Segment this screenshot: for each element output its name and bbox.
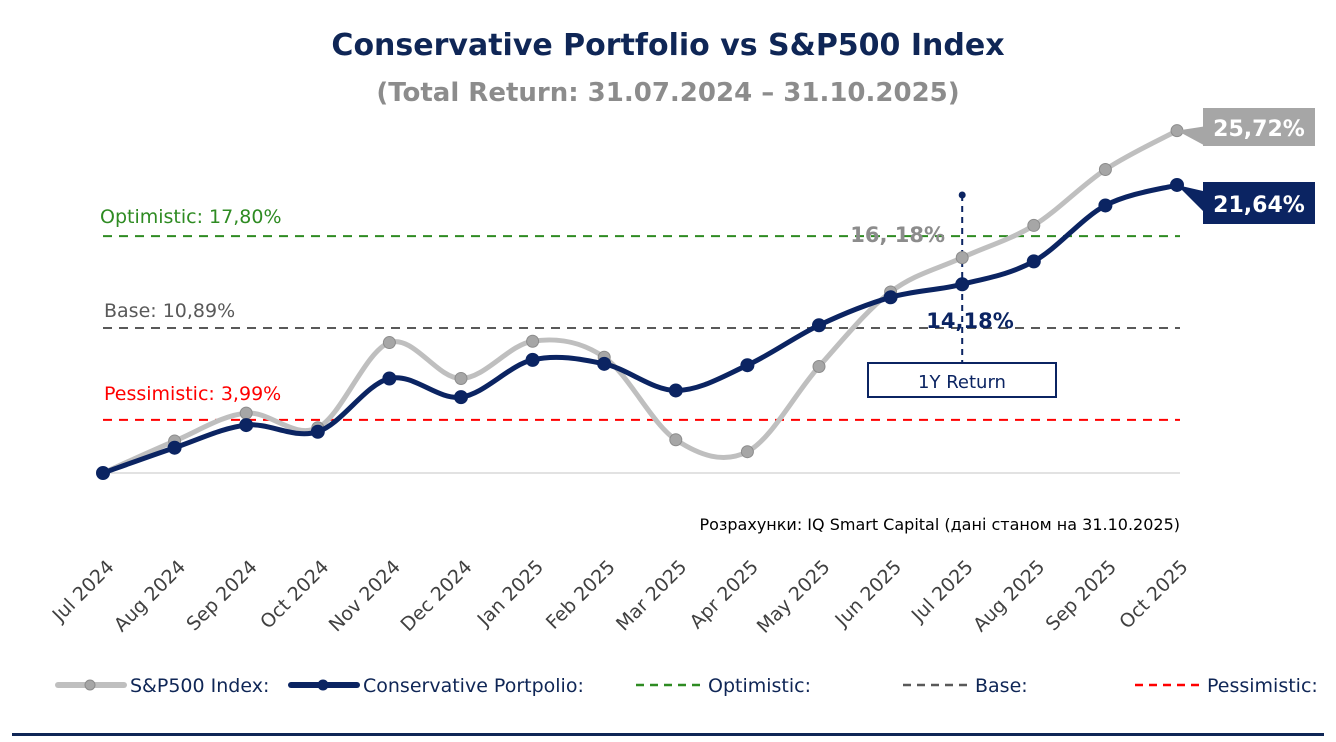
sp500-point [740, 445, 754, 459]
x-tick-label: Jan 2025 [473, 556, 548, 631]
one-year-box-label: 1Y Return [918, 372, 1006, 393]
portfolio-end-label-box [1203, 182, 1315, 224]
x-tick-label: Nov 2024 [325, 556, 405, 636]
portfolio-point [740, 358, 755, 373]
chart-title: Conservative Portfolio vs S&P500 Index [331, 28, 1005, 63]
sp500-point [955, 251, 969, 265]
portfolio-point [1026, 254, 1041, 269]
reference-label: Pessimistic: 3,99% [104, 383, 281, 405]
portfolio-1y-label: 14,18% [926, 309, 1013, 333]
sp500-1y-label: 16, 18% [850, 223, 945, 247]
portfolio-point [525, 352, 540, 367]
legend-label-sp500: S&P500 Index: [130, 675, 269, 697]
sp500-point [1027, 218, 1041, 232]
chart-subtitle: (Total Return: 31.07.2024 – 31.10.2025) [376, 78, 960, 108]
x-tick-label: Dec 2024 [397, 556, 477, 636]
one-year-box [867, 362, 1057, 398]
x-tick-label: Jul 2025 [907, 556, 978, 627]
portfolio-end-callout-pointer [1177, 184, 1203, 211]
x-tick-label: Oct 2025 [1115, 556, 1192, 633]
sp500-point [454, 371, 468, 385]
portfolio-end-label: 21,64% [1213, 193, 1305, 218]
x-tick-label: Apr 2025 [686, 556, 763, 633]
source-note: Розрахунки: IQ Smart Capital (дані стано… [699, 515, 1180, 534]
sp500-end-label-box [1203, 108, 1315, 146]
bottom-divider [12, 733, 1324, 736]
x-tick-label: Oct 2024 [256, 556, 333, 633]
portfolio-point [883, 290, 898, 305]
reference-label: Base: 10,89% [104, 300, 235, 322]
legend-label-base: Base: [975, 675, 1028, 697]
sp500-end-label: 25,72% [1213, 117, 1305, 142]
reference-label: Optimistic: 17,80% [100, 206, 282, 228]
portfolio-point [955, 277, 970, 292]
x-tick-label: Sep 2025 [1042, 556, 1121, 635]
portfolio-point [382, 371, 397, 386]
portfolio-point [812, 318, 826, 333]
portfolio-point [310, 424, 325, 439]
x-tick-label: May 2025 [753, 556, 835, 638]
sp500-point [812, 360, 826, 374]
sp500-point [382, 336, 396, 350]
sp500-point [526, 334, 540, 348]
legend-marker-portfolio [317, 679, 329, 691]
sp500-line [100, 128, 1180, 476]
sp500-point [1098, 163, 1112, 177]
portfolio-point [668, 383, 683, 398]
legend-label-pessimistic: Pessimistic: [1207, 675, 1318, 697]
portfolio-point [454, 390, 468, 405]
portfolio-point [1098, 198, 1113, 213]
portfolio-point [167, 440, 182, 455]
portfolio-point [597, 356, 612, 371]
legend-label-optimistic: Optimistic: [708, 675, 811, 697]
sp500-end-callout-pointer [1177, 126, 1203, 145]
x-tick-label: Sep 2024 [182, 556, 261, 635]
x-tick-label: Aug 2025 [969, 556, 1049, 636]
portfolio-line [100, 182, 1180, 476]
x-tick-label: Mar 2025 [612, 556, 691, 635]
x-tick-label: Jun 2025 [830, 556, 906, 632]
portfolio-point [96, 466, 110, 480]
sp500-point [669, 433, 683, 447]
one-year-marker-dot [958, 191, 966, 199]
portfolio-point [239, 418, 254, 433]
x-tick-label: Feb 2025 [542, 556, 620, 634]
x-tick-label: Jul 2024 [48, 556, 119, 627]
x-tick-label: Aug 2024 [110, 556, 190, 636]
legend-label-portfolio: Conservative Portpolio: [363, 675, 584, 697]
sp500-point [239, 406, 253, 420]
legend-marker-sp500 [84, 679, 96, 691]
